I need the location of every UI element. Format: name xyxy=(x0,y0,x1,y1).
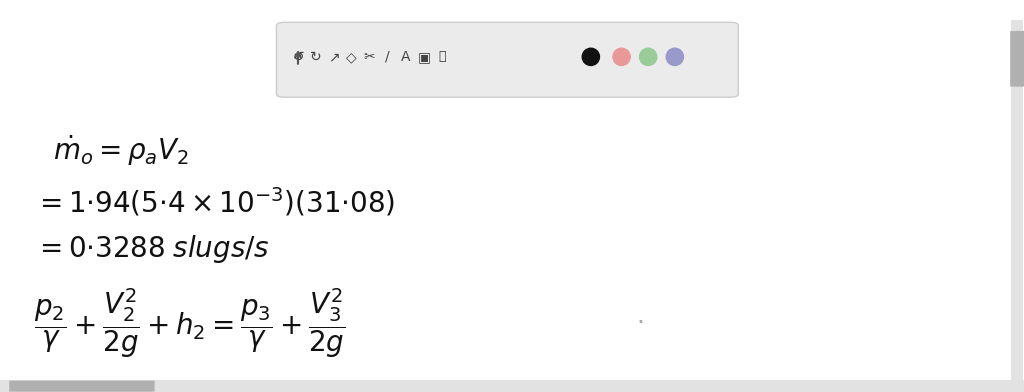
Ellipse shape xyxy=(640,48,656,65)
FancyBboxPatch shape xyxy=(1012,20,1024,384)
FancyBboxPatch shape xyxy=(9,381,155,392)
Text: $\dfrac{p_2}{\gamma} + \dfrac{V_2^2}{2g} + h_2 = \dfrac{p_3}{\gamma} + \dfrac{V_: $\dfrac{p_2}{\gamma} + \dfrac{V_2^2}{2g}… xyxy=(34,287,345,360)
Text: A: A xyxy=(400,50,411,64)
Text: ↻: ↻ xyxy=(309,50,322,64)
Text: ▣: ▣ xyxy=(418,50,430,64)
Text: ↗: ↗ xyxy=(328,50,340,64)
Text: $\dot{m}_o = \rho_a V_2$: $\dot{m}_o = \rho_a V_2$ xyxy=(53,134,189,168)
Text: /: / xyxy=(385,50,389,64)
Text: ✂: ✂ xyxy=(364,50,376,64)
Text: ◇: ◇ xyxy=(346,50,356,64)
Ellipse shape xyxy=(667,48,683,65)
Ellipse shape xyxy=(613,48,630,65)
Text: ⛰: ⛰ xyxy=(438,50,446,64)
FancyBboxPatch shape xyxy=(276,22,738,97)
Text: ↺: ↺ xyxy=(292,50,304,64)
Text: $= 1{\cdot}94\left(5{\cdot}4 \times 10^{-3}\right)\left(31{\cdot}08\right)$: $= 1{\cdot}94\left(5{\cdot}4 \times 10^{… xyxy=(34,185,395,218)
Text: .: . xyxy=(636,303,644,328)
FancyBboxPatch shape xyxy=(0,380,1024,392)
Ellipse shape xyxy=(583,48,599,65)
Text: $= 0{\cdot}3288 \; slugs/s$: $= 0{\cdot}3288 \; slugs/s$ xyxy=(34,233,269,265)
FancyBboxPatch shape xyxy=(1010,31,1024,87)
